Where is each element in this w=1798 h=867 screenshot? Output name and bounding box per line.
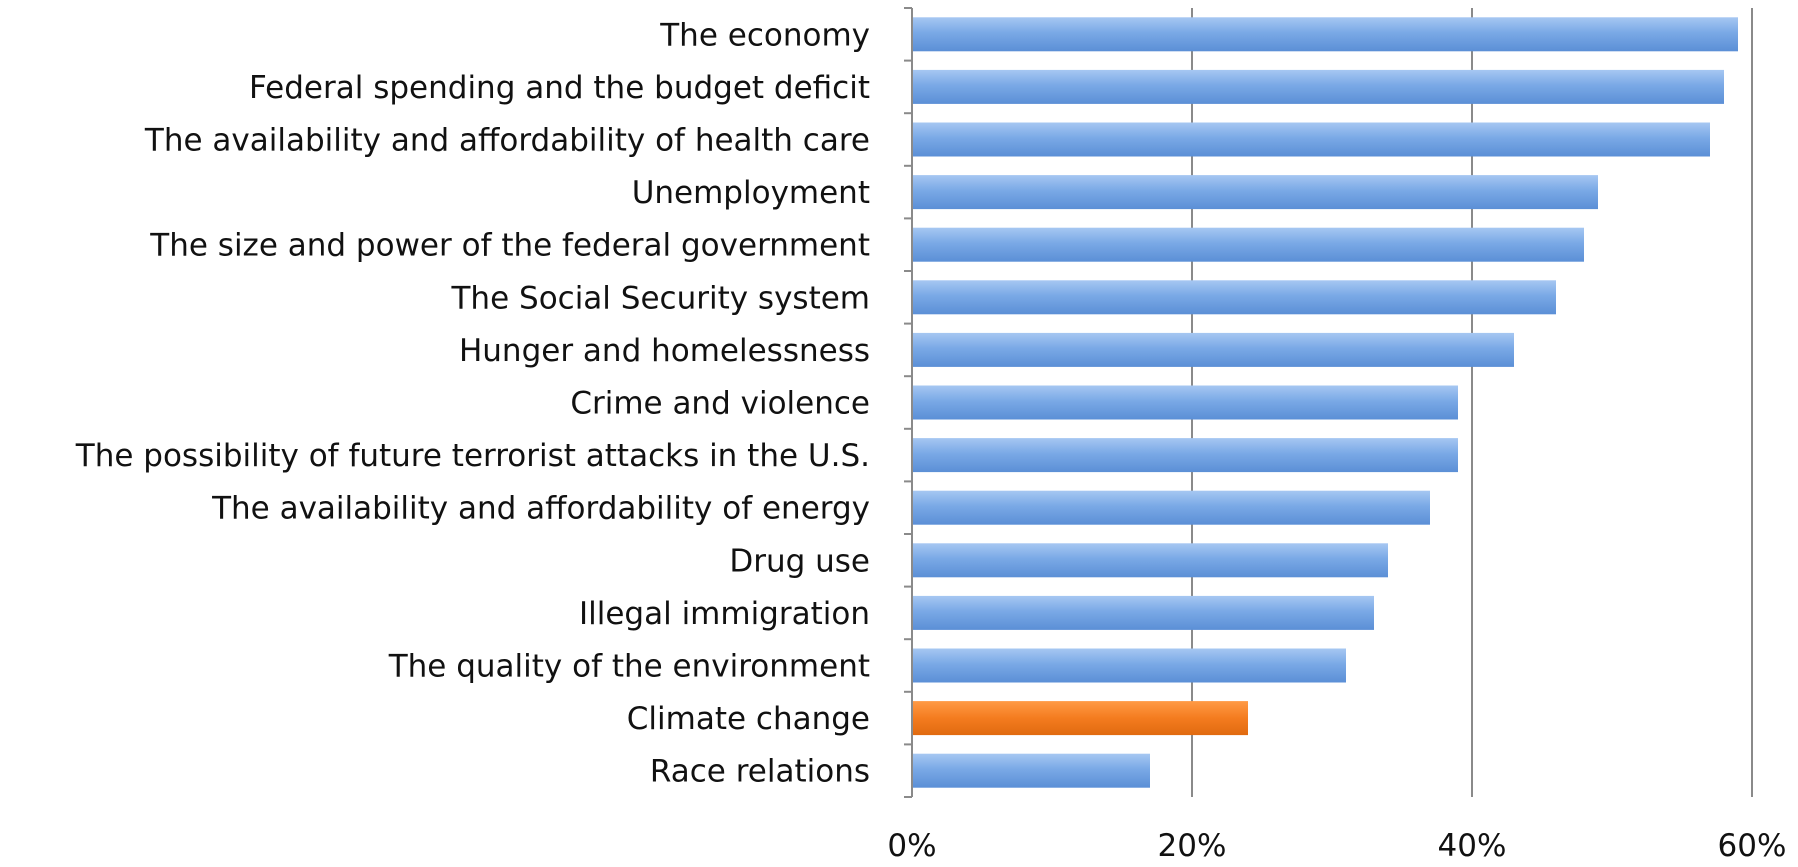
- x-tick-label-0: 0%: [887, 828, 936, 864]
- category-label-race-relations: Race relations: [650, 754, 870, 790]
- axes: [904, 7, 913, 798]
- bar-the-social-security-system: [913, 280, 1556, 315]
- category-label-the-availability-and-affordability-of-energy: The availability and affordability of en…: [211, 491, 870, 527]
- bar-crime-and-violence: [913, 385, 1458, 420]
- category-label-unemployment: Unemployment: [632, 175, 870, 211]
- bar-the-size-and-power-of-the-federal-government: [913, 227, 1584, 262]
- bar-race-relations: [913, 753, 1150, 788]
- category-label-the-possibility-of-future-terrorist-attacks-in-the-u-s: The possibility of future terrorist atta…: [75, 438, 870, 474]
- tick-labels: 0% 20% 40% 60%: [887, 828, 1786, 864]
- bar-federal-spending-and-the-budget-deficit: [913, 69, 1724, 104]
- bars: [913, 17, 1738, 788]
- category-label-the-availability-and-affordability-of-health-care: The availability and affordability of he…: [144, 123, 870, 159]
- category-label-the-social-security-system: The Social Security system: [451, 280, 871, 316]
- category-label-federal-spending-and-the-budget-deficit: Federal spending and the budget deficit: [249, 70, 870, 106]
- category-label-crime-and-violence: Crime and violence: [570, 386, 870, 422]
- bar-hunger-and-homelessness: [913, 332, 1514, 367]
- bar-climate-change: [913, 701, 1248, 736]
- category-label-the-economy: The economy: [659, 17, 870, 53]
- category-labels: The economy Federal spending and the budg…: [75, 17, 870, 789]
- bar-drug-use: [913, 543, 1388, 578]
- category-label-climate-change: Climate change: [627, 701, 870, 737]
- category-label-drug-use: Drug use: [729, 543, 870, 579]
- bar-the-quality-of-the-environment: [913, 648, 1346, 683]
- category-label-hunger-and-homelessness: Hunger and homelessness: [459, 333, 870, 369]
- bar-the-availability-and-affordability-of-health-care: [913, 122, 1710, 157]
- x-tick-label-20: 20%: [1158, 828, 1227, 864]
- category-label-the-quality-of-the-environment: The quality of the environment: [388, 649, 870, 685]
- category-label-illegal-immigration: Illegal immigration: [579, 596, 870, 632]
- bar-the-possibility-of-future-terrorist-attacks-in-the-u-s: [913, 438, 1458, 473]
- category-label-the-size-and-power-of-the-federal-government: The size and power of the federal govern…: [149, 228, 870, 264]
- bar-the-availability-and-affordability-of-energy: [913, 490, 1430, 525]
- bar-unemployment: [913, 175, 1598, 210]
- bar-the-economy: [913, 17, 1738, 52]
- x-tick-label-60: 60%: [1718, 828, 1787, 864]
- bar-illegal-immigration: [913, 595, 1374, 630]
- x-tick-label-40: 40%: [1438, 828, 1507, 864]
